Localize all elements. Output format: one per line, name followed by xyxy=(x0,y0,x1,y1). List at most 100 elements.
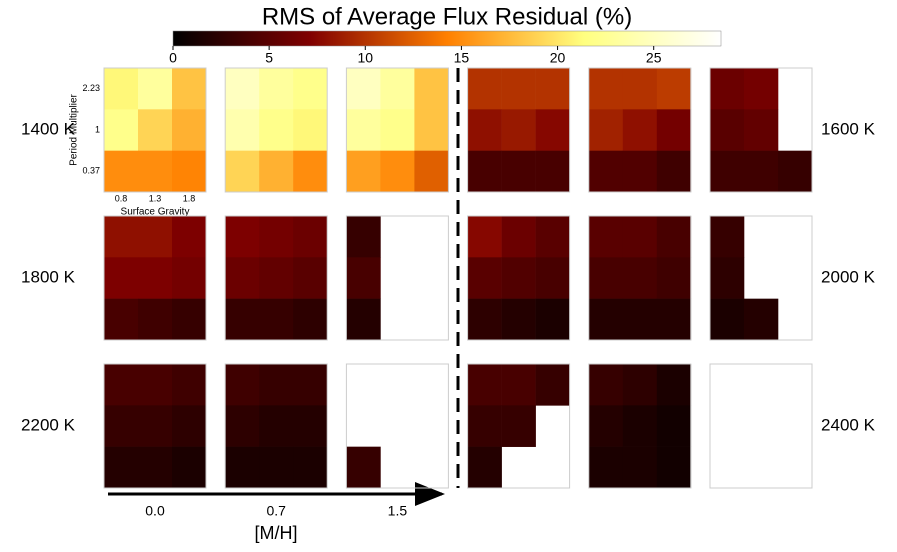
heatmap-cell xyxy=(535,109,570,151)
heatmap-cell xyxy=(467,216,502,258)
panel-frame xyxy=(467,67,571,193)
heatmap-cell xyxy=(656,298,692,341)
metallicity-tick-label: 0.0 xyxy=(145,503,165,519)
heatmap-cell xyxy=(225,150,260,193)
temperature-label: 2000 K xyxy=(821,267,876,286)
heatmap-cell xyxy=(259,109,294,151)
colorbar xyxy=(172,30,722,47)
heatmap-cell xyxy=(501,216,536,258)
heatmap-cell xyxy=(104,257,139,299)
panel-frame xyxy=(103,67,207,193)
heatmap-cell xyxy=(656,405,692,447)
heatmap-cell xyxy=(622,68,658,110)
x-tick-label: 1.8 xyxy=(183,193,196,203)
colorbar-tick-label: 20 xyxy=(550,50,566,66)
heatmap-cell xyxy=(259,298,294,341)
heatmap-cell xyxy=(172,68,207,110)
heatmap-cell xyxy=(259,364,294,406)
heatmap-cell xyxy=(172,257,207,299)
heatmap-cell xyxy=(225,446,260,489)
heatmap-cell xyxy=(138,446,173,489)
temperature-label: 1600 K xyxy=(821,119,876,138)
heatmap-cell xyxy=(656,446,692,489)
heatmap-cell xyxy=(744,150,779,193)
heatmap-cell xyxy=(259,68,294,110)
heatmap-cell xyxy=(346,216,381,258)
heatmap-cell xyxy=(622,150,658,193)
heatmap-cell xyxy=(710,257,745,299)
heatmap-cell xyxy=(535,216,570,258)
heatmap-cell xyxy=(501,405,536,447)
heatmap-cell xyxy=(622,257,658,299)
heatmap-cell xyxy=(535,68,570,110)
heatmap-cell xyxy=(622,405,658,447)
heatmap-cell xyxy=(225,68,260,110)
heatmap-cell xyxy=(293,216,328,258)
heatmap-cell xyxy=(138,364,173,406)
heatmap-cell xyxy=(622,364,658,406)
heatmap-cell xyxy=(656,68,692,110)
heatmap-cell xyxy=(259,257,294,299)
heatmap-cell xyxy=(293,150,328,193)
heatmap-cell xyxy=(138,405,173,447)
heatmap-cell xyxy=(588,446,624,489)
panel-frame xyxy=(709,215,813,341)
heatmap-cell xyxy=(104,68,139,110)
heatmap-cell xyxy=(225,364,260,406)
heatmap-cell xyxy=(622,216,658,258)
heatmap-cell xyxy=(380,150,415,193)
heatmap-cell xyxy=(501,150,536,193)
panel-frame xyxy=(345,363,449,489)
heatmap-cell xyxy=(588,68,624,110)
colorbar-tick-label: 10 xyxy=(357,50,373,66)
heatmap-cell xyxy=(414,68,449,110)
heatmap-cell xyxy=(104,446,139,489)
heatmap-cell xyxy=(414,150,449,193)
heatmap-cell xyxy=(588,405,624,447)
x-tick-label: 0.8 xyxy=(115,193,128,203)
heatmap-cell xyxy=(172,446,207,489)
panel-frame xyxy=(345,67,449,193)
heatmap-cell xyxy=(293,257,328,299)
temperature-label: 1800 K xyxy=(21,267,76,286)
heatmap-cell xyxy=(172,298,207,341)
heatmap-cell xyxy=(293,68,328,110)
heatmap-cell xyxy=(346,68,381,110)
panel-frame xyxy=(467,363,571,489)
heatmap-cell xyxy=(104,109,139,151)
heatmap-cell xyxy=(501,68,536,110)
heatmap-cell xyxy=(380,68,415,110)
heatmap-cell xyxy=(622,446,658,489)
heatmap-cell xyxy=(656,109,692,151)
heatmap-cell xyxy=(172,405,207,447)
metallicity-tick-label: 1.5 xyxy=(388,503,408,519)
panel-frame xyxy=(588,67,692,193)
x-tick-label: 1.3 xyxy=(149,193,162,203)
heatmap-cell xyxy=(346,446,381,489)
heatmap-cell xyxy=(259,216,294,258)
panel-frame xyxy=(224,215,328,341)
heatmap-cell xyxy=(535,298,570,341)
heatmap-cell xyxy=(225,109,260,151)
temperature-label: 2200 K xyxy=(21,415,76,434)
heatmap-cell xyxy=(588,257,624,299)
panel-frame xyxy=(103,215,207,341)
heatmap-cell xyxy=(138,298,173,341)
heatmap-cell xyxy=(225,257,260,299)
heatmap-cell xyxy=(710,68,745,110)
heatmap-cell xyxy=(744,68,779,110)
panel-frame xyxy=(103,363,207,489)
panel-frame xyxy=(224,67,328,193)
heatmap-cell xyxy=(710,216,745,258)
heatmap-cell xyxy=(656,150,692,193)
heatmap-cell xyxy=(225,298,260,341)
metallicity-label: [M/H] xyxy=(255,523,298,543)
metallicity-tick-label: 0.7 xyxy=(266,503,286,519)
heatmap-cell xyxy=(656,364,692,406)
panel-frame xyxy=(224,363,328,489)
heatmap-cell xyxy=(501,109,536,151)
heatmap-cell xyxy=(467,405,502,447)
heatmap-cell xyxy=(138,150,173,193)
heatmap-cell xyxy=(225,216,260,258)
heatmap-cell xyxy=(138,216,173,258)
